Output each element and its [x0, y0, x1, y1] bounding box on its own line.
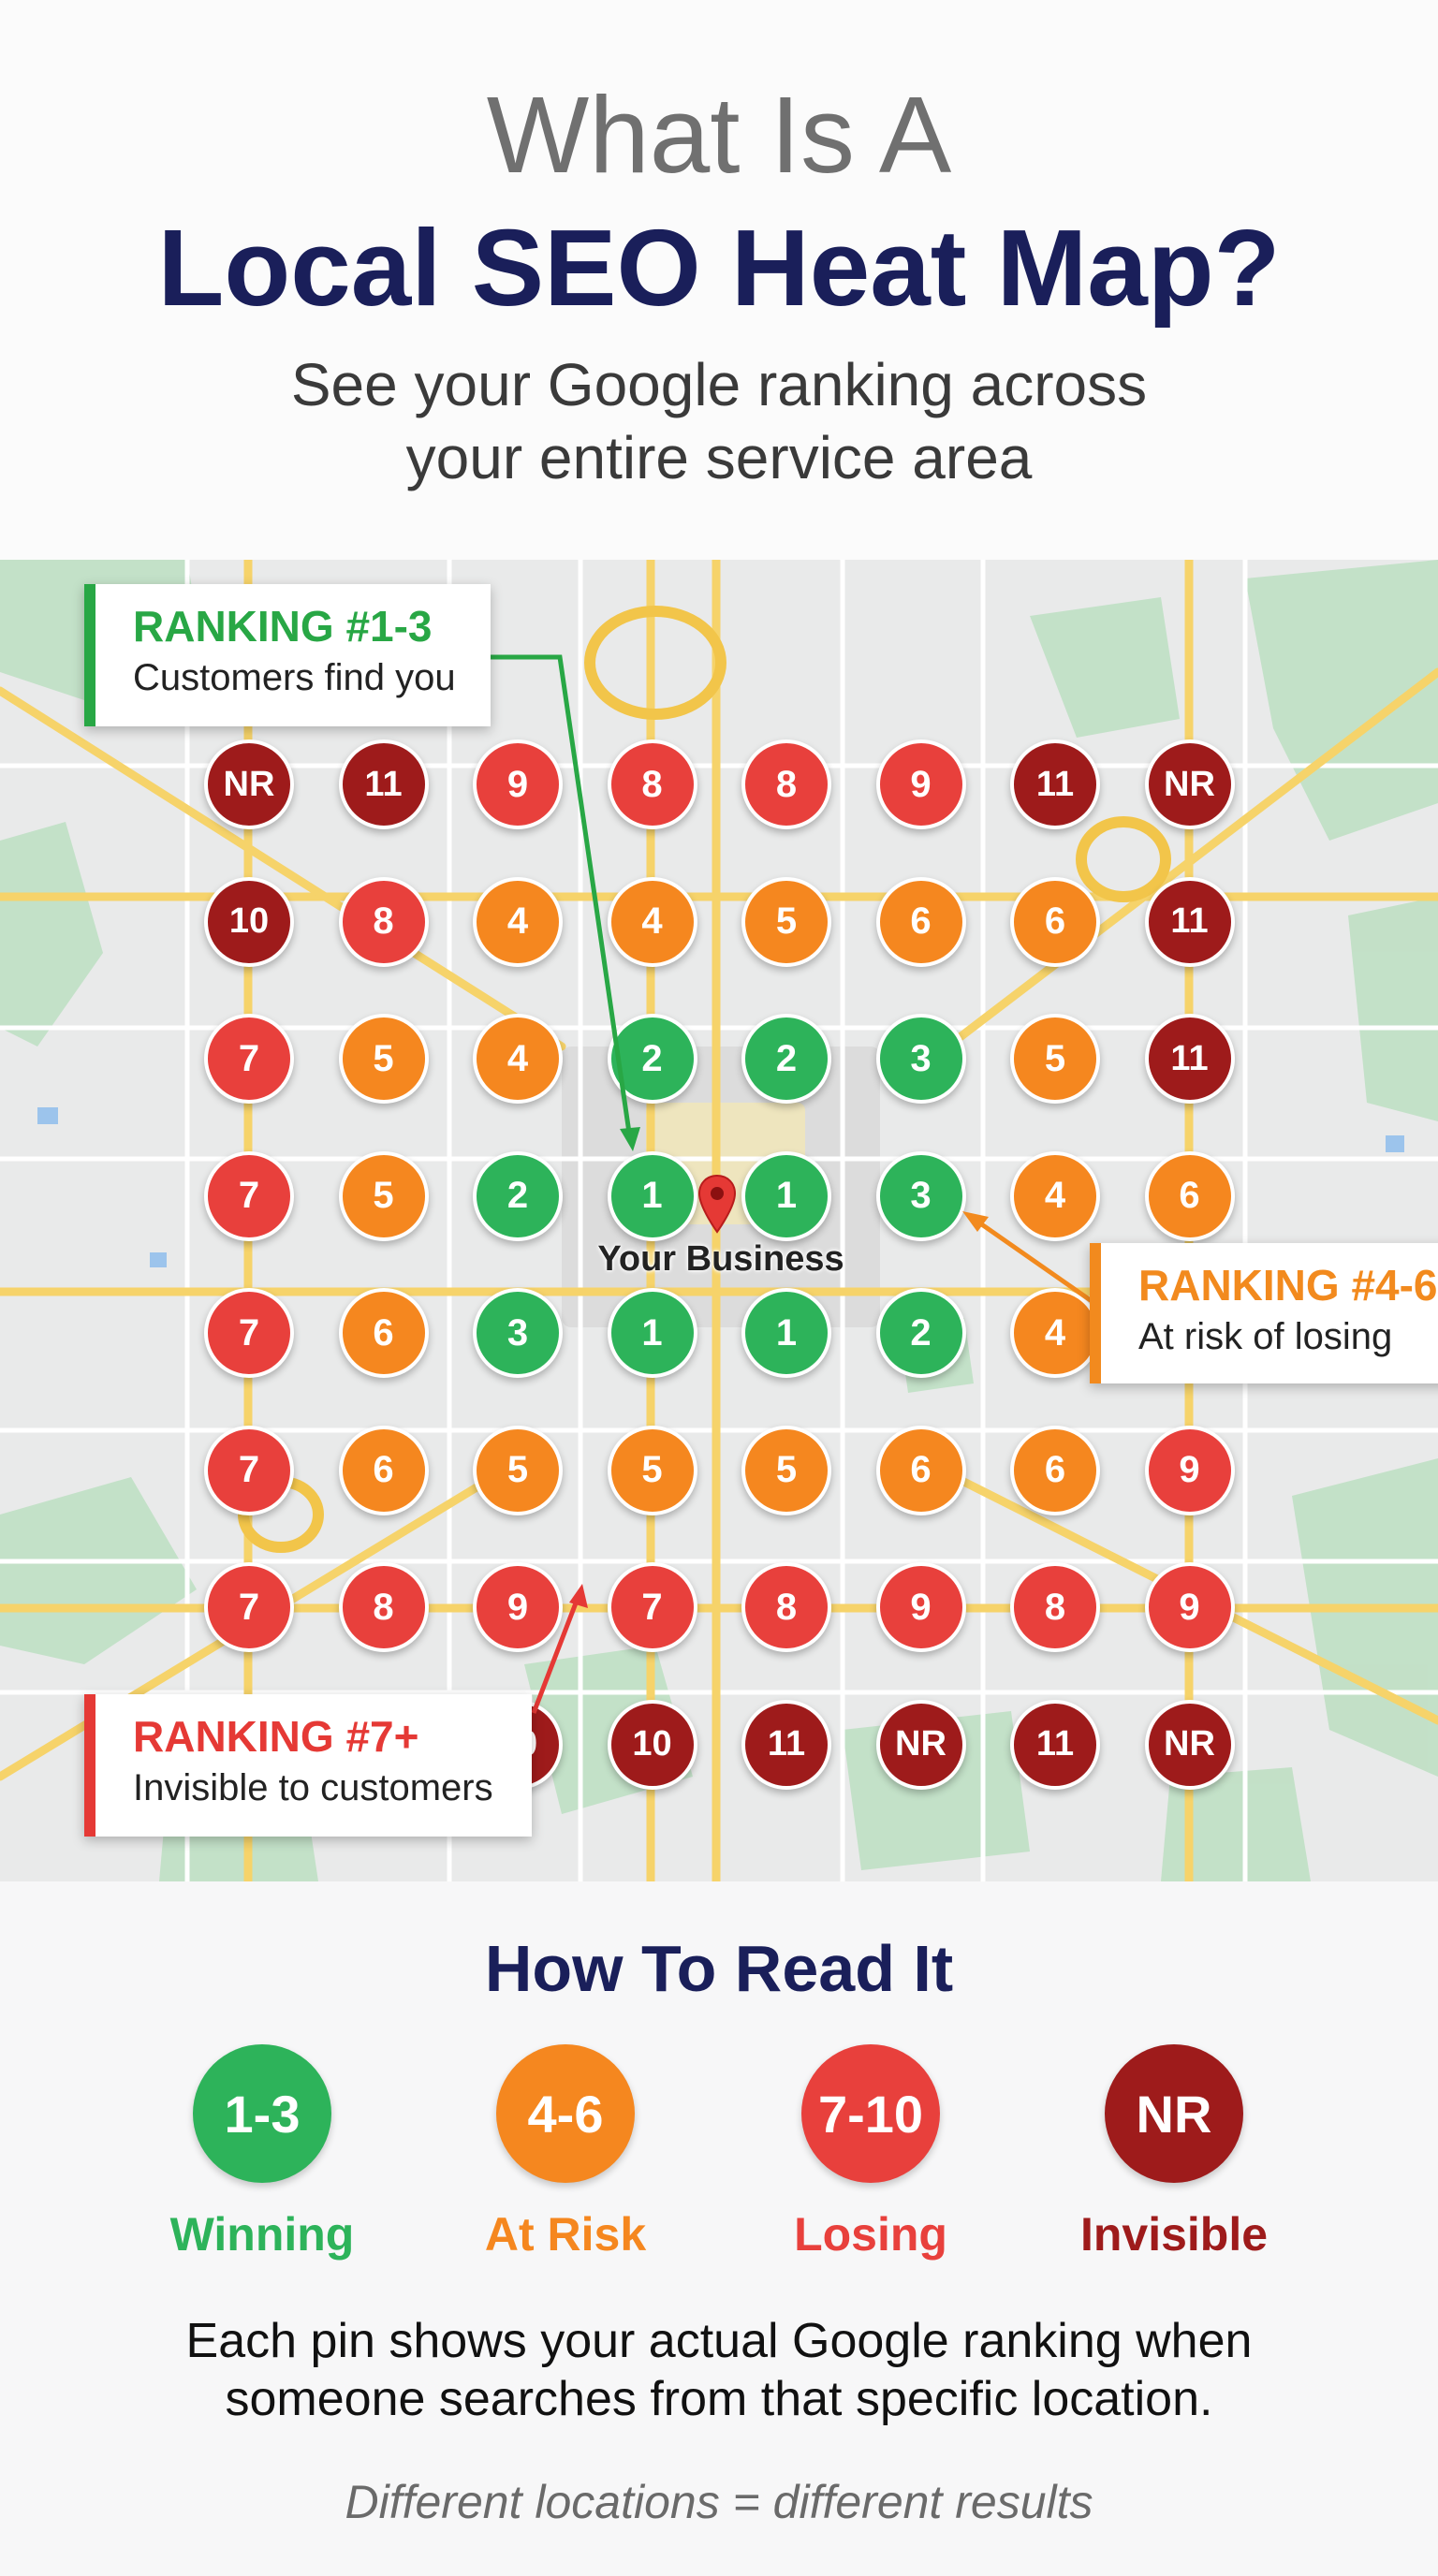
legend-item-at-risk: 4-6 At Risk [425, 2044, 706, 2261]
legend-circle: 1-3 [193, 2044, 331, 2183]
ranking-pin: 6 [338, 1288, 429, 1378]
legend-label: At Risk [484, 2208, 647, 2261]
callout-title: RANKING #1-3 [133, 602, 433, 651]
callout-subtitle: At risk of losing [1138, 1316, 1393, 1357]
legend-title: How To Read It [484, 1932, 954, 2005]
ranking-pin: 5 [741, 1425, 831, 1515]
ranking-pin: 11 [338, 739, 429, 829]
ranking-pin: 9 [473, 1562, 563, 1652]
ranking-pin: 1 [607, 1150, 697, 1241]
ranking-pin: 8 [1010, 1562, 1100, 1652]
heat-map: NR 11 9 8 8 9 11 NR 10 8 4 4 5 6 6 11 7 5 4 2 2 3 5 11 7 5 2 1 1 3 4 6 7… [0, 560, 1438, 1881]
ranking-pin: 2 [607, 1014, 697, 1104]
ranking-pin: NR [204, 739, 294, 829]
legend-label: Losing [794, 2208, 947, 2261]
description-line1: Each pin shows your actual Google rankin… [185, 2314, 1253, 2368]
callout-subtitle: Customers find you [133, 657, 456, 698]
ranking-pin: 7 [607, 1562, 697, 1652]
header: What Is A Local SEO Heat Map? See your G… [0, 0, 1438, 562]
ranking-pin: 5 [338, 1014, 429, 1104]
ranking-pin: 6 [1010, 876, 1100, 967]
ranking-pin: 9 [875, 1562, 966, 1652]
ranking-pin: 9 [875, 739, 966, 829]
ranking-pin: 2 [473, 1150, 563, 1241]
description: Each pin shows your actual Google rankin… [0, 2312, 1438, 2428]
ranking-pin: 11 [1144, 1014, 1235, 1104]
page-title-line1: What Is A [486, 74, 952, 196]
ranking-pin: 4 [1010, 1150, 1100, 1241]
ranking-pin: 6 [1010, 1425, 1100, 1515]
ranking-pin: 5 [1010, 1014, 1100, 1104]
callout-subtitle: Invisible to customers [133, 1767, 493, 1808]
subtitle-line2: your entire service area [405, 424, 1033, 491]
ranking-pin: NR [875, 1699, 966, 1790]
ranking-pin: 2 [875, 1288, 966, 1378]
ranking-pin: 8 [607, 739, 697, 829]
legend-item-losing: 7-10 Losing [730, 2044, 1011, 2261]
callout-ranking-4-6: RANKING #4-6 At risk of losing [1090, 1243, 1438, 1383]
ranking-pin: 11 [1010, 1699, 1100, 1790]
ranking-pin: 8 [741, 739, 831, 829]
ranking-pin: 4 [473, 876, 563, 967]
ranking-pin: 8 [338, 876, 429, 967]
legend-item-winning: 1-3 Winning [122, 2044, 403, 2261]
subtitle-line1: See your Google ranking across [290, 351, 1148, 418]
ranking-pin: 7 [204, 1150, 294, 1241]
ranking-pin: 4 [607, 876, 697, 967]
callout-ranking-1-3: RANKING #1-3 Customers find you [84, 584, 491, 726]
legend-label: Winning [169, 2208, 355, 2261]
description-line2: someone searches from that specific loca… [225, 2372, 1213, 2426]
ranking-pin: 9 [1144, 1425, 1235, 1515]
ranking-pin: 9 [473, 739, 563, 829]
ranking-pin: 11 [1144, 876, 1235, 967]
ranking-pin: 4 [1010, 1288, 1100, 1378]
ranking-pin: 6 [338, 1425, 429, 1515]
location-pin-icon [697, 1174, 737, 1234]
legend-circle: 4-6 [496, 2044, 635, 2183]
ranking-pin: 6 [875, 876, 966, 967]
footnote: Different locations = different results [345, 2476, 1093, 2528]
ranking-pin: 5 [607, 1425, 697, 1515]
ranking-pin: NR [1144, 739, 1235, 829]
ranking-pin: 5 [338, 1150, 429, 1241]
ranking-pin: 8 [338, 1562, 429, 1652]
ranking-pin: 2 [741, 1014, 831, 1104]
ranking-pin: 11 [1010, 739, 1100, 829]
ranking-pin: 7 [204, 1288, 294, 1378]
legend-circle: 7-10 [801, 2044, 940, 2183]
ranking-pin: 11 [741, 1699, 831, 1790]
ranking-pin: 4 [473, 1014, 563, 1104]
business-label: Your Business [597, 1239, 844, 1279]
ranking-pin: NR [1144, 1699, 1235, 1790]
ranking-pin: 1 [607, 1288, 697, 1378]
ranking-pin: 10 [607, 1699, 697, 1790]
page-subtitle: See your Google ranking across your enti… [0, 348, 1438, 494]
callout-title: RANKING #7+ [133, 1712, 419, 1761]
ranking-pin: 3 [875, 1014, 966, 1104]
ranking-pin: 9 [1144, 1562, 1235, 1652]
ranking-pin: 5 [473, 1425, 563, 1515]
callout-ranking-7-plus: RANKING #7+ Invisible to customers [84, 1694, 532, 1837]
legend-label: Invisible [1079, 2208, 1269, 2261]
legend-circle: NR [1105, 2044, 1243, 2183]
ranking-pin: 5 [741, 876, 831, 967]
ranking-pin: 1 [741, 1288, 831, 1378]
legend-item-invisible: NR Invisible [1034, 2044, 1314, 2261]
page-title-line2: Local SEO Heat Map? [157, 207, 1281, 329]
ranking-pin: 7 [204, 1014, 294, 1104]
ranking-pin: 7 [204, 1562, 294, 1652]
ranking-pin: 8 [741, 1562, 831, 1652]
ranking-pin: 7 [204, 1425, 294, 1515]
ranking-pin: 3 [875, 1150, 966, 1241]
ranking-pin: 6 [875, 1425, 966, 1515]
callout-title: RANKING #4-6 [1138, 1261, 1438, 1310]
ranking-pin: 3 [473, 1288, 563, 1378]
ranking-pin: 1 [741, 1150, 831, 1241]
ranking-pin: 6 [1144, 1150, 1235, 1241]
ranking-pin: 10 [204, 876, 294, 967]
